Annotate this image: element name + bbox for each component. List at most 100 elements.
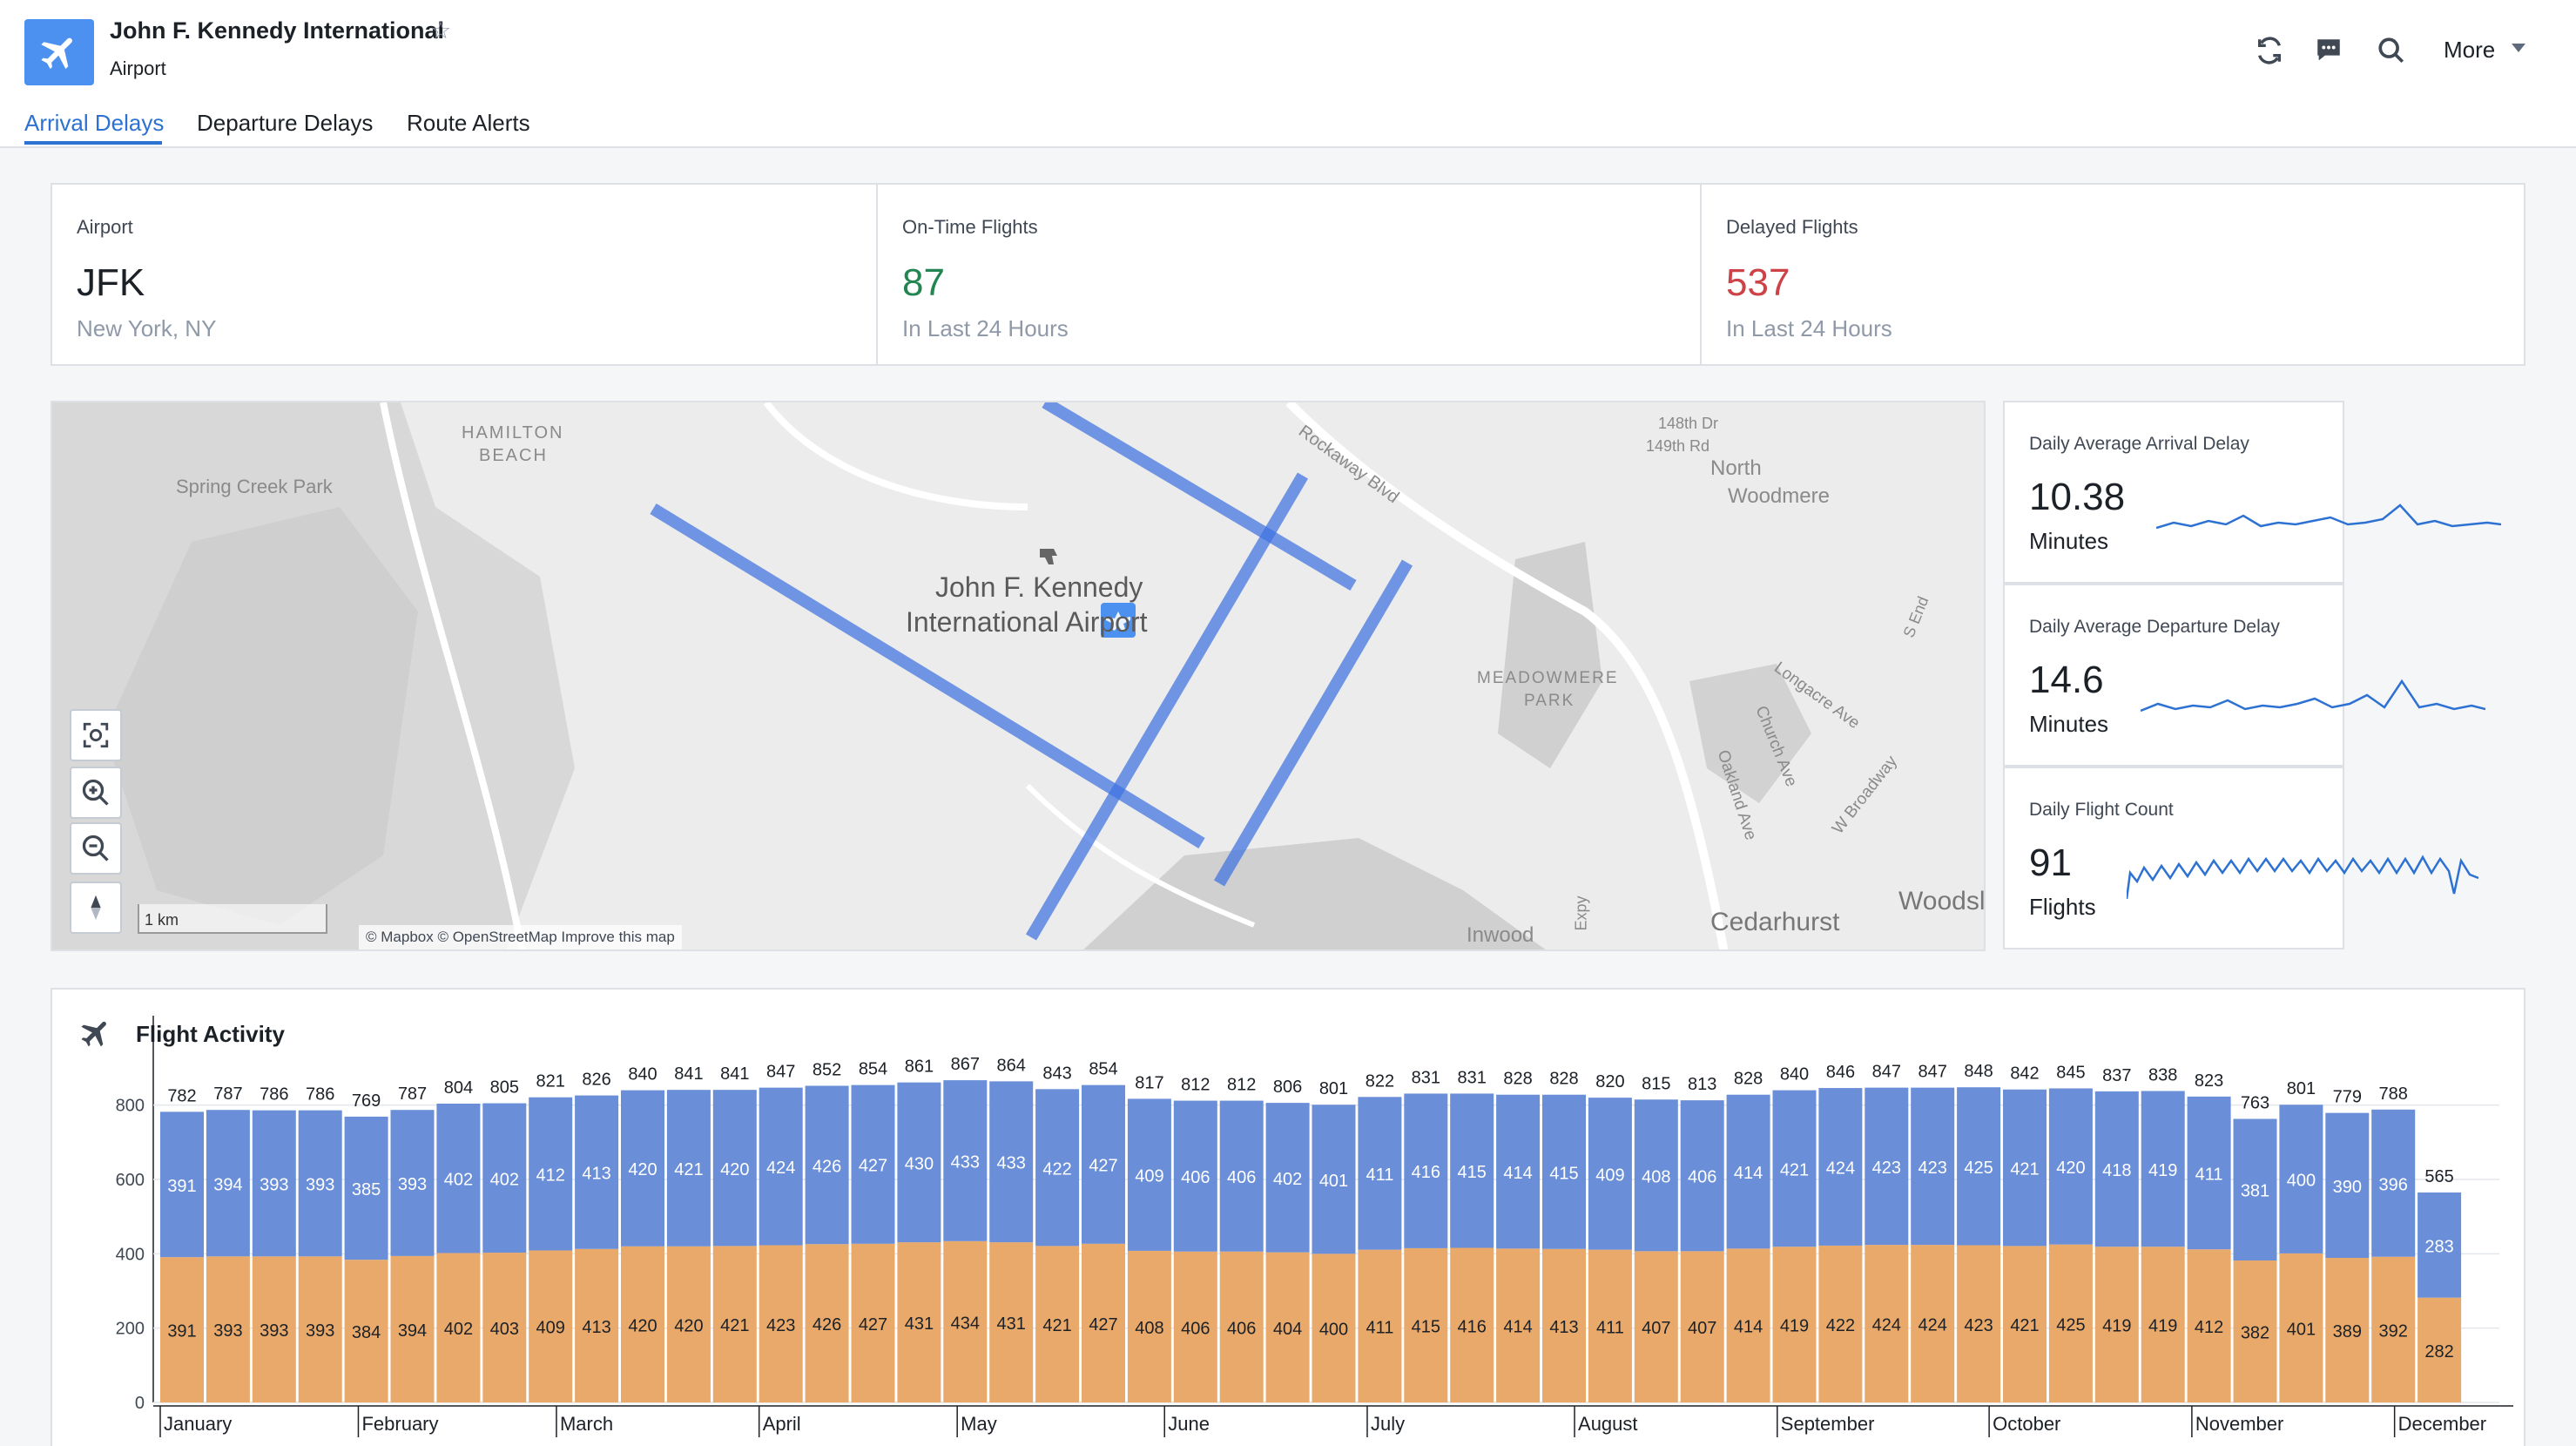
bar-arrivals bbox=[2094, 1091, 2139, 1247]
comment-icon[interactable] bbox=[2311, 33, 2346, 68]
bar-arrivals bbox=[344, 1116, 388, 1260]
x-tick-label: July bbox=[1371, 1413, 1405, 1435]
tab-route-alerts[interactable]: Route Alerts bbox=[407, 110, 530, 136]
map-compass-button[interactable] bbox=[70, 882, 122, 934]
data-label-departures: 424 bbox=[1872, 1316, 1901, 1335]
data-label-departures: 407 bbox=[1688, 1319, 1716, 1338]
bar-arrivals bbox=[2325, 1112, 2370, 1259]
data-label-total: 854 bbox=[1089, 1060, 1117, 1079]
bar-departures bbox=[666, 1246, 711, 1402]
y-tick-label: 600 bbox=[116, 1171, 145, 1190]
bar-arrivals bbox=[2048, 1088, 2093, 1245]
data-label-departures: 409 bbox=[536, 1319, 565, 1338]
bar-departures bbox=[1496, 1248, 1541, 1402]
map-place-label: MEADOWMERE bbox=[1477, 669, 1619, 687]
bar-arrivals bbox=[1358, 1097, 1402, 1250]
bar-departures bbox=[482, 1253, 527, 1402]
map-airport-label: John F. Kennedy bbox=[935, 571, 1143, 603]
sparkline-arrival-delay bbox=[2156, 503, 2501, 530]
metric-value: 14.6 bbox=[2029, 659, 2104, 701]
data-label-total: 786 bbox=[260, 1085, 288, 1105]
favorite-star-icon[interactable]: ☆ bbox=[430, 17, 452, 44]
bar-departures bbox=[851, 1243, 895, 1402]
metric-departure-delay: Daily Average Departure Delay 14.6 Minut… bbox=[2003, 584, 2485, 767]
bar-arrivals bbox=[943, 1080, 988, 1241]
data-label-departures: 401 bbox=[2287, 1320, 2316, 1339]
data-label-total: 828 bbox=[1734, 1070, 1763, 1089]
data-label-total: 852 bbox=[813, 1060, 841, 1079]
data-label-arrivals: 420 bbox=[720, 1160, 749, 1179]
search-icon[interactable] bbox=[2374, 33, 2409, 68]
bar-departures bbox=[1404, 1247, 1448, 1402]
data-label-departures: 419 bbox=[1780, 1317, 1809, 1336]
bar-departures bbox=[1818, 1245, 1863, 1402]
bar-arrivals bbox=[2371, 1109, 2416, 1257]
metric-arrival-delay: Daily Average Arrival Delay 10.38 Minute… bbox=[2003, 401, 2501, 584]
stat-sub: In Last 24 Hours bbox=[902, 315, 1069, 341]
bar-departures bbox=[712, 1246, 757, 1402]
stat-delayed: Delayed Flights 537 In Last 24 Hours bbox=[1702, 185, 2525, 364]
flight-activity-chart: 0 200 400 600 800 391 391 782 393 394 787 393 393 786… bbox=[116, 1016, 2513, 1437]
data-label-departures: 400 bbox=[1319, 1321, 1348, 1340]
bar-arrivals bbox=[2141, 1091, 2185, 1247]
data-label-arrivals: 424 bbox=[1826, 1159, 1855, 1178]
data-label-total: 823 bbox=[2195, 1071, 2223, 1091]
data-label-departures: 411 bbox=[1596, 1318, 1624, 1337]
data-label-total: 841 bbox=[720, 1064, 749, 1084]
x-tick-label: June bbox=[1168, 1413, 1210, 1435]
x-tick-label: February bbox=[361, 1413, 438, 1435]
bar-departures bbox=[252, 1256, 296, 1402]
data-label-arrivals: 402 bbox=[1273, 1170, 1302, 1189]
data-label-departures: 282 bbox=[2424, 1342, 2453, 1362]
bar-departures bbox=[1588, 1249, 1632, 1402]
metric-label: Daily Average Departure Delay bbox=[2029, 617, 2280, 637]
airplane-icon bbox=[81, 1021, 106, 1047]
tab-departure-delays[interactable]: Departure Delays bbox=[197, 110, 374, 136]
stat-on-time: On-Time Flights 87 In Last 24 Hours bbox=[878, 185, 1702, 364]
bar-arrivals bbox=[2233, 1118, 2277, 1261]
map-fit-bounds-button[interactable] bbox=[70, 709, 122, 761]
stats-card: Airport JFK New York, NY On-Time Flights… bbox=[51, 183, 2525, 366]
data-label-departures: 414 bbox=[1734, 1318, 1763, 1337]
more-menu-button[interactable]: More bbox=[2444, 37, 2496, 63]
data-label-departures: 424 bbox=[1919, 1316, 1947, 1335]
bar-arrivals bbox=[1772, 1090, 1817, 1247]
data-label-departures: 422 bbox=[1826, 1316, 1855, 1335]
bar-arrivals bbox=[529, 1097, 573, 1251]
bar-departures bbox=[2371, 1256, 2416, 1402]
bar-departures bbox=[1127, 1250, 1171, 1402]
airport-map[interactable]: John F. Kennedy International Airport Sp… bbox=[51, 401, 1986, 951]
bar-departures bbox=[2187, 1249, 2231, 1402]
data-label-total: 788 bbox=[2379, 1084, 2408, 1104]
data-label-departures: 412 bbox=[2195, 1318, 2223, 1337]
refresh-icon[interactable] bbox=[2252, 33, 2287, 68]
data-label-arrivals: 390 bbox=[2333, 1178, 2362, 1197]
sparkline-line bbox=[2156, 503, 2501, 530]
bar-departures bbox=[1082, 1243, 1125, 1402]
map-zoom-out-button[interactable] bbox=[70, 822, 122, 875]
data-label-departures: 406 bbox=[1181, 1319, 1210, 1338]
bar-departures bbox=[1312, 1253, 1356, 1402]
bar-departures bbox=[2279, 1253, 2323, 1402]
y-tick-label: 400 bbox=[116, 1245, 145, 1264]
map-attribution[interactable]: © Mapbox © OpenStreetMap Improve this ma… bbox=[359, 925, 682, 949]
metric-value: 10.38 bbox=[2029, 476, 2126, 518]
stat-label: Airport bbox=[77, 216, 133, 238]
flight-activity-panel: Flight Activity 0 200 400 600 800 391 391 782 39… bbox=[51, 988, 2525, 1446]
stat-airport: Airport JFK New York, NY bbox=[52, 185, 876, 364]
bar-arrivals bbox=[1035, 1089, 1080, 1247]
airport-logo bbox=[24, 19, 94, 85]
y-tick-label: 0 bbox=[135, 1394, 145, 1413]
data-label-total: 812 bbox=[1227, 1076, 1256, 1095]
bar-arrivals bbox=[1082, 1084, 1125, 1244]
data-label-arrivals: 416 bbox=[1412, 1163, 1440, 1182]
tab-arrival-delays[interactable]: Arrival Delays bbox=[24, 110, 165, 136]
bar-arrivals bbox=[759, 1087, 803, 1246]
sparkline-line bbox=[2127, 855, 2479, 900]
map-road-label: Expy bbox=[1572, 895, 1590, 931]
map-zoom-in-button[interactable] bbox=[70, 767, 122, 819]
map-airport-label: International Airport bbox=[906, 606, 1148, 638]
data-label-arrivals: 427 bbox=[1089, 1157, 1117, 1176]
bar-arrivals bbox=[482, 1103, 527, 1253]
data-label-arrivals: 418 bbox=[2102, 1161, 2131, 1180]
